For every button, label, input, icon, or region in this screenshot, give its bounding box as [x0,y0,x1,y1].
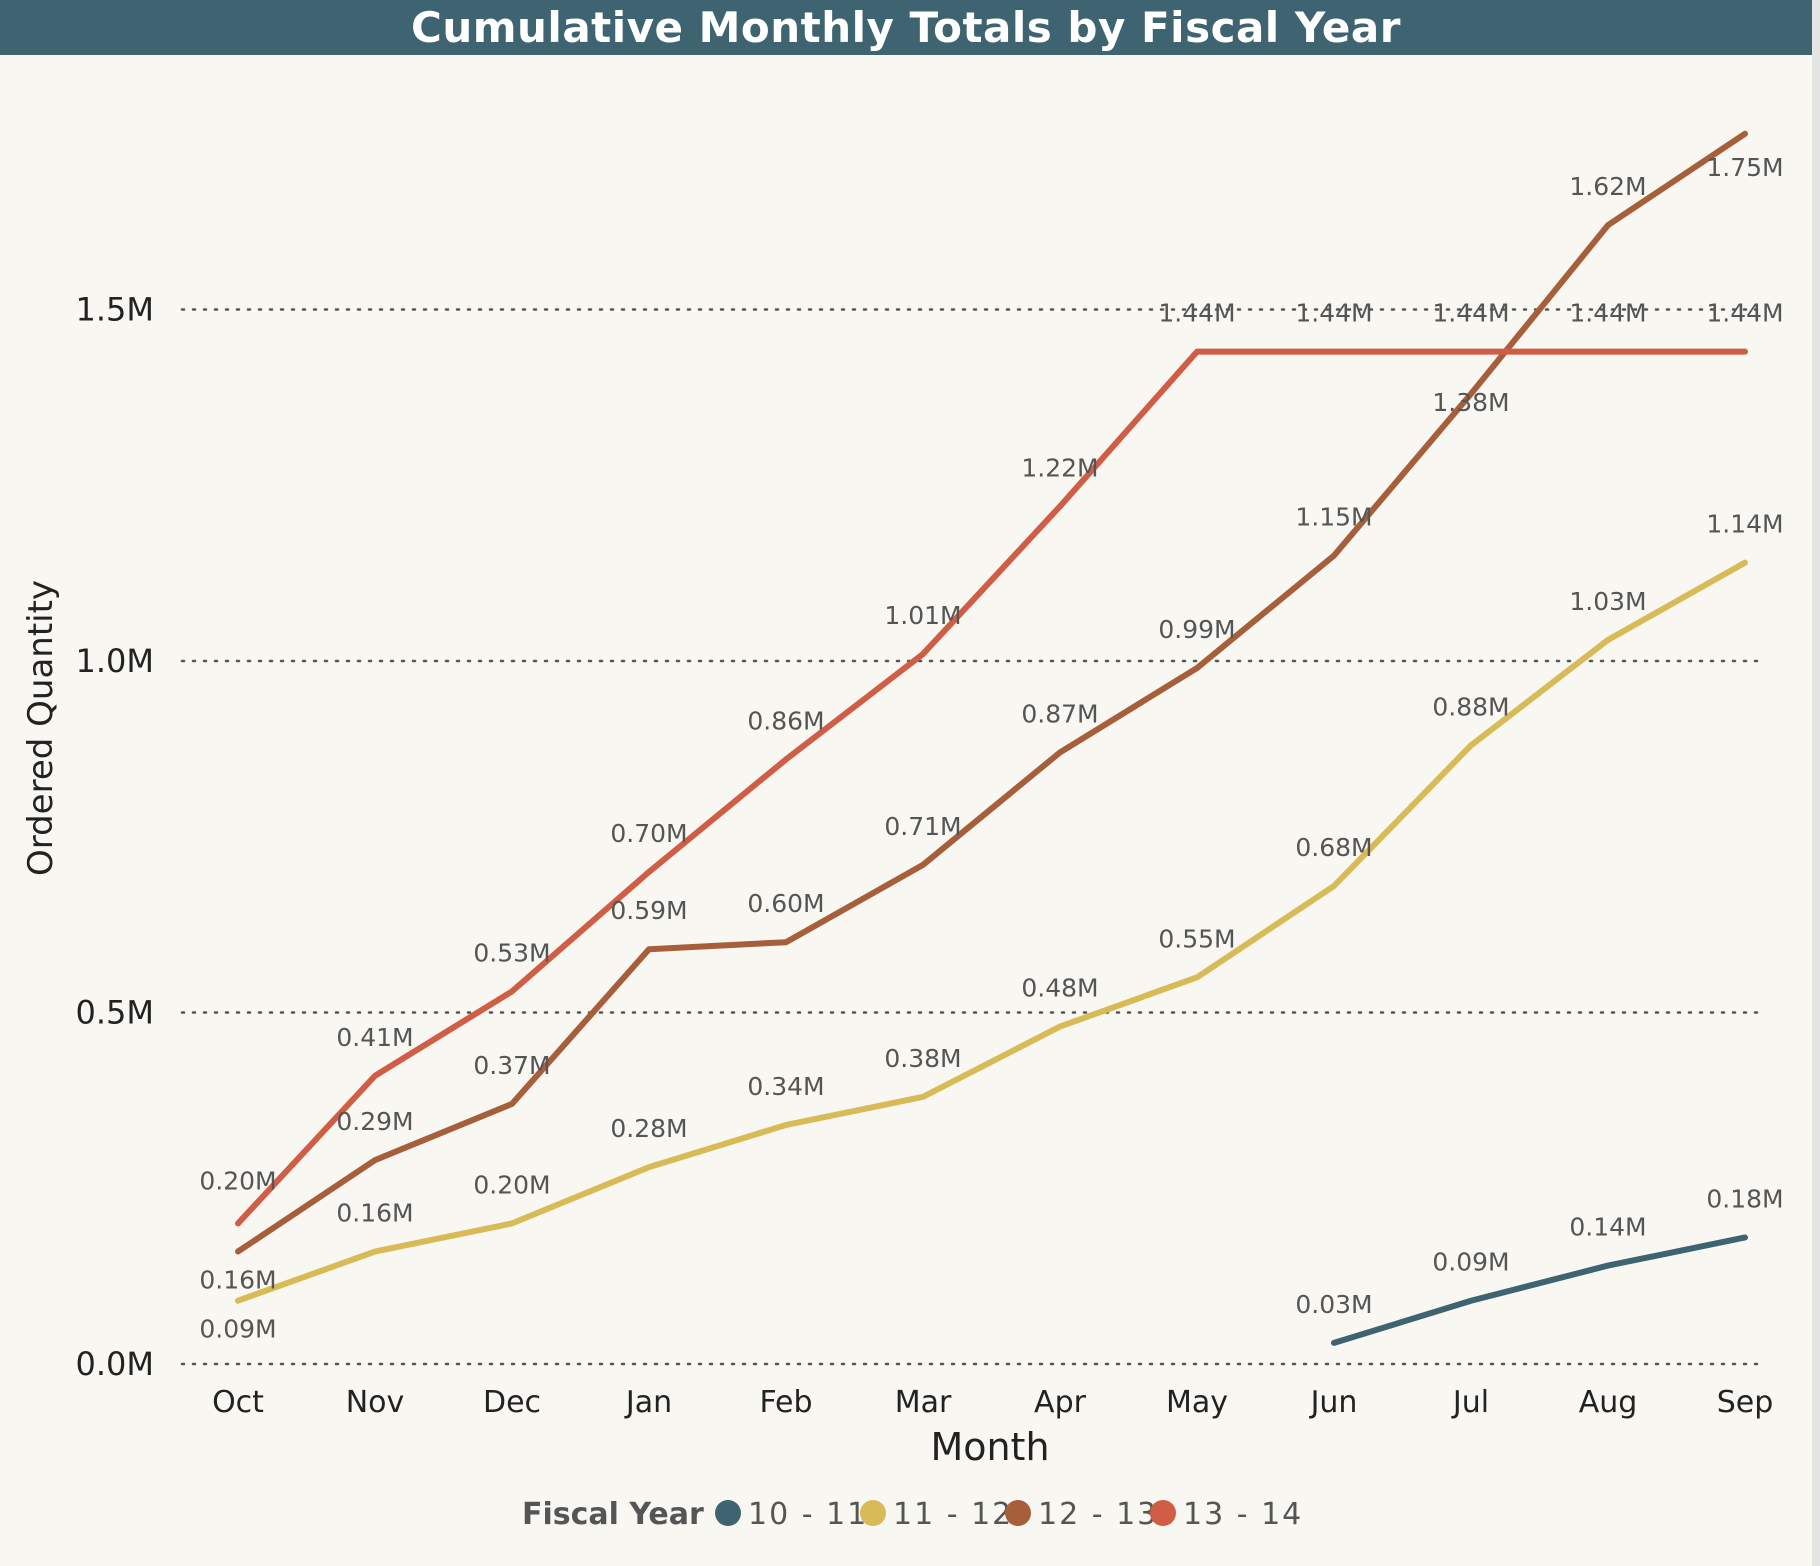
x-tick-label: Apr [1034,1385,1087,1420]
data-label: 1.01M [884,601,961,630]
x-tick-label: May [1166,1385,1228,1420]
data-label: 1.44M [1295,299,1372,328]
scrollbar-edge [1812,0,1820,1566]
x-tick-label: Feb [759,1385,812,1420]
x-tick-label: Dec [483,1385,541,1420]
data-label: 1.44M [1706,299,1783,328]
x-tick-label: Sep [1717,1385,1774,1420]
data-label: 1.44M [1569,299,1646,328]
legend-marker-11-12 [860,1500,886,1526]
data-label: 0.34M [747,1072,824,1101]
data-label: 0.59M [610,896,687,925]
data-label: 0.99M [1158,615,1235,644]
legend-label: 12 - 13 [1038,1497,1158,1532]
data-label: 1.75M [1706,153,1783,182]
legend-title: Fiscal Year [522,1497,704,1532]
data-label: 0.37M [473,1051,550,1080]
legend-marker-13-14 [1150,1500,1176,1526]
x-tick-label: Jul [1451,1385,1489,1420]
data-label: 1.14M [1706,510,1783,539]
data-label: 0.71M [884,812,961,841]
data-label: 0.87M [1021,699,1098,728]
data-label: 1.38M [1432,388,1509,417]
data-label: 0.29M [336,1107,413,1136]
x-axis-title: Month [930,1425,1049,1469]
series-line-12-13 [235,130,1748,1255]
data-label: 0.38M [884,1044,961,1073]
data-label: 0.03M [1295,1290,1372,1319]
x-tick-label: Mar [895,1385,952,1420]
data-label: 0.86M [747,706,824,735]
title-bar: Cumulative Monthly Totals by Fiscal Year [0,0,1812,55]
data-label: 0.55M [1158,924,1235,953]
data-label: 0.68M [1295,833,1372,862]
data-label: 1.62M [1569,172,1646,201]
legend-label: 11 - 12 [893,1497,1013,1532]
x-tick-label: Jan [624,1385,672,1420]
data-label: 0.14M [1569,1213,1646,1242]
data-label: 1.44M [1158,299,1235,328]
legend-marker-10-11 [715,1500,741,1526]
y-tick-label: 0.0M [76,1345,155,1383]
data-label: 1.22M [1021,453,1098,482]
data-label: 0.20M [473,1170,550,1199]
data-label: 0.09M [1432,1248,1509,1277]
legend-label: 13 - 14 [1183,1497,1303,1532]
data-label: 0.28M [610,1114,687,1143]
y-axis-title: Ordered Quantity [21,580,61,876]
series-line-10-11 [1331,1234,1748,1346]
x-tick-label: Oct [212,1385,264,1420]
x-tick-label: Nov [346,1385,405,1420]
data-label: 0.20M [199,1166,276,1195]
data-label: 0.16M [199,1266,276,1295]
y-tick-label: 1.5M [76,291,155,329]
data-label: 1.44M [1432,299,1509,328]
data-label: 0.88M [1432,692,1509,721]
data-label: 0.41M [336,1023,413,1052]
data-label: 0.70M [610,819,687,848]
y-tick-label: 1.0M [76,642,155,680]
data-label: 1.03M [1569,587,1646,616]
y-tick-label: 0.5M [76,994,155,1032]
data-label: 1.15M [1295,503,1372,532]
x-tick-label: Aug [1579,1385,1638,1420]
data-label: 0.53M [473,938,550,967]
data-label: 0.16M [336,1199,413,1228]
data-label: 0.09M [199,1315,276,1344]
series-line-11-12 [235,559,1748,1304]
series-line-13-14 [235,348,1748,1227]
legend-label: 10 - 11 [748,1497,868,1532]
data-label: 0.18M [1706,1184,1783,1213]
data-label: 0.48M [1021,974,1098,1003]
legend-marker-12-13 [1005,1500,1031,1526]
x-tick-label: Jun [1309,1385,1358,1420]
chart-title: Cumulative Monthly Totals by Fiscal Year [411,3,1401,52]
data-label: 0.60M [747,889,824,918]
